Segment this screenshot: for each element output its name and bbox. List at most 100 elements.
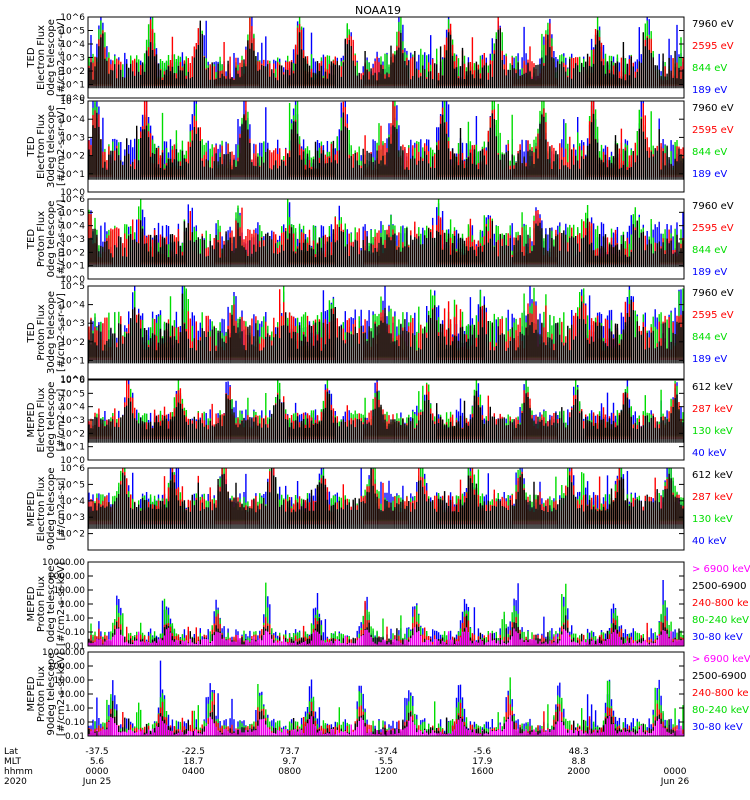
- y-tick-label: 10^4: [60, 222, 85, 232]
- x-row-label: MLT: [4, 757, 22, 767]
- x-tick-label: 18.7: [183, 757, 203, 767]
- panel-frame: [87, 561, 685, 647]
- y-tick-label: 10^5: [60, 282, 85, 292]
- panel-frame: [87, 285, 685, 380]
- y-axis-label: [#/cm2-s-sr]: [56, 388, 67, 451]
- y-tick-label: 10^2: [60, 152, 85, 162]
- y-tick-label: 10^1: [60, 356, 85, 366]
- y-tick-label: 1000.00: [48, 662, 85, 672]
- y-tick-label: 10^1: [60, 443, 85, 453]
- x-tick-label: 17.9: [472, 757, 492, 767]
- legend-label: 80-240 keV: [692, 615, 749, 626]
- x-tick-label: 1200: [375, 767, 398, 777]
- y-tick-label: 10^0: [60, 94, 85, 104]
- x-row-label: hhmm: [4, 767, 33, 777]
- y-axis-label: MEPED: [26, 586, 37, 621]
- y-tick-label: 10^5: [60, 27, 85, 37]
- y-tick-label: 10^5: [60, 389, 85, 399]
- trace-7960-ev: [88, 20, 684, 89]
- x-tick-label: 2000: [567, 767, 590, 777]
- y-tick-label: 10^4: [60, 497, 85, 507]
- legend-label: 2595 eV: [692, 310, 734, 321]
- panel-3: 10^0 10^1 10^2 10^3 10^4 10^5 10^6 TED Proton Fl…: [26, 195, 734, 285]
- y-tick-label: 10^0: [60, 375, 85, 385]
- legend-label: 30-80 keV: [692, 722, 743, 733]
- y-axis-label: MEPED: [26, 402, 37, 437]
- y-axis-label: Electron Flux: [36, 387, 47, 452]
- panel-7: 0.01 0.10 1.00 10.00 100.00 1000.00 10000.00 ME…: [26, 558, 750, 652]
- y-tick-label: 10^6: [60, 13, 85, 23]
- y-axis-label: [#/cm2-s-sr-keV]: [56, 562, 67, 646]
- y-axis-label: TED: [26, 47, 37, 68]
- legend-label: 7960 eV: [692, 19, 734, 30]
- y-axis-label: Electron Flux: [36, 114, 47, 179]
- y-tick-label: 0.10: [65, 718, 85, 728]
- x-tick-label: 0400: [182, 767, 205, 777]
- y-tick-label: 10^2: [60, 248, 85, 258]
- y-tick-label: 1.00: [65, 704, 85, 714]
- y-tick-label: 100.00: [54, 586, 86, 596]
- legend-label: 612 keV: [692, 382, 733, 393]
- y-tick-label: 10^1: [60, 262, 85, 272]
- y-tick-label: 10^2: [60, 530, 85, 540]
- y-axis-label: [#/cm2-s-sr-eV]: [56, 293, 67, 372]
- legend-label: > 6900 keV: [692, 564, 750, 575]
- legend-label: 2595 eV: [692, 125, 734, 136]
- y-axis-label: 30deg telescope: [46, 291, 57, 374]
- y-tick-label: 10.00: [59, 600, 85, 610]
- legend-label: 2595 eV: [692, 223, 734, 234]
- x-tick-label: 1600: [471, 767, 494, 777]
- panel-1: 10^0 10^1 10^2 10^3 10^4 10^5 10^6 TED Electron …: [26, 13, 734, 104]
- y-tick-label: 10^4: [60, 40, 85, 50]
- y-axis-label: [#/cm2-s-sr-eV]: [56, 107, 67, 186]
- y-tick-label: 10^3: [60, 416, 85, 426]
- y-tick-label: 10^5: [60, 97, 85, 107]
- y-axis-label: MEPED: [26, 676, 37, 711]
- y-tick-label: 10^0: [60, 188, 85, 198]
- x-tick-label: 48.3: [569, 747, 589, 757]
- x-tick-label: 0000: [664, 767, 687, 777]
- y-tick-label: 10^3: [60, 54, 85, 64]
- x-tick-label: 5.6: [90, 757, 105, 767]
- y-axis-label: 30deg telescope: [46, 105, 57, 188]
- legend-label: 240-800 ke: [692, 598, 749, 609]
- y-tick-label: 10^2: [60, 429, 85, 439]
- y-tick-label: 10^4: [60, 403, 85, 413]
- legend-label: 2500-6900: [692, 671, 747, 682]
- legend-label: 844 eV: [692, 147, 727, 158]
- y-tick-label: 10^6: [60, 376, 85, 386]
- y-axis-label: MEPED: [26, 491, 37, 526]
- y-tick-label: 10^1: [60, 170, 85, 180]
- legend-label: > 6900 keV: [692, 654, 750, 665]
- y-tick-label: 10^0: [60, 275, 85, 285]
- y-tick-label: 10^3: [60, 319, 85, 329]
- y-tick-label: 10^0: [60, 456, 85, 466]
- panel-frame: [87, 467, 685, 551]
- legend-label: 7960 eV: [692, 288, 734, 299]
- x-tick-label: 8.8: [572, 757, 587, 767]
- x-tick-label: 0000: [86, 767, 109, 777]
- panel-frame: [87, 379, 685, 461]
- y-axis-label: Proton Flux: [36, 211, 47, 267]
- y-axis-label: Proton Flux: [36, 666, 47, 722]
- trace--6900-kev: [88, 627, 684, 646]
- y-axis-label: [#/cm2-s-sr]: [56, 477, 67, 540]
- y-tick-label: 10.00: [59, 690, 85, 700]
- legend-label: 287 keV: [692, 404, 733, 415]
- y-tick-label: 10^6: [60, 195, 85, 205]
- legend-label: 189 eV: [692, 267, 727, 278]
- y-axis-label: 0deg telescope: [46, 19, 57, 96]
- legend-label: 130 keV: [692, 514, 733, 525]
- y-tick-label: 10^4: [60, 115, 85, 125]
- y-tick-label: 10^6: [60, 464, 85, 474]
- chart-title: NOAA19: [355, 4, 401, 17]
- panel-6: 10^2 10^3 10^4 10^5 10^6 MEPED Electron Flux 90…: [26, 464, 733, 551]
- panel-5: 10^0 10^1 10^2 10^3 10^4 10^5 10^6 MEPED Electro…: [26, 376, 733, 466]
- y-tick-label: 10^3: [60, 235, 85, 245]
- y-tick-label: 0.10: [65, 628, 85, 638]
- x-tick-label: -22.5: [182, 747, 205, 757]
- legend-label: 2500-6900: [692, 581, 747, 592]
- x-tick-label: -37.4: [374, 747, 398, 757]
- legend-label: 612 keV: [692, 470, 733, 481]
